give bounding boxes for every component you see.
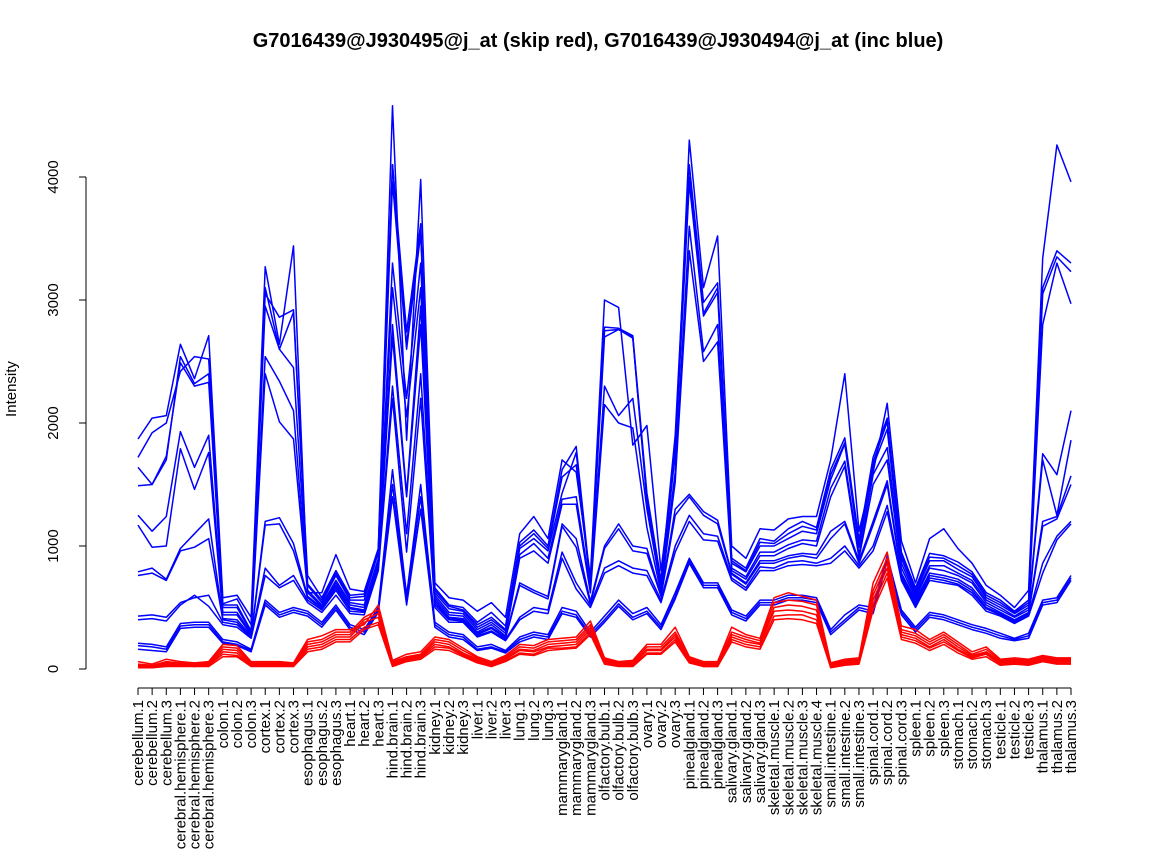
series-line-blue-4: [137, 181, 1072, 633]
series-line-blue-8: [137, 323, 1072, 640]
x-tick-label: cerebellum.2: [144, 700, 161, 786]
x-tick-label: olfactory.bulb.3: [625, 700, 642, 801]
x-tick-label: mammarygland.2: [568, 700, 585, 816]
x-tick-label: small.intestine.3: [851, 700, 868, 808]
x-tick-label: testicle.1: [992, 700, 1009, 759]
x-tick-label: esophagus.1: [300, 700, 317, 786]
series-line-blue-10: [137, 397, 1072, 642]
x-tick-label: salivary.gland.3: [752, 700, 769, 803]
series-layer: [137, 104, 1072, 669]
series-line-blue-3: [137, 163, 1072, 632]
axes: 01000200030004000cerebellum.1cerebellum.…: [45, 160, 1080, 849]
x-tick-label: cortex.1: [257, 700, 274, 753]
series-line-blue-13: [137, 496, 1072, 654]
x-tick-label: cerebellum.3: [158, 700, 175, 786]
x-tick-label: cortex.3: [286, 700, 303, 753]
x-tick-label: testicle.2: [1006, 700, 1023, 759]
x-tick-label: mammarygland.3: [582, 700, 599, 816]
x-tick-label: skeletal.muscle.2: [780, 700, 797, 815]
x-tick-label: hind.brain.1: [384, 700, 401, 778]
x-tick-label: spleen.1: [908, 700, 925, 757]
x-tick-label: esophagus.2: [314, 700, 331, 786]
x-tick-label: cerebellum.1: [130, 700, 147, 786]
series-line-blue-7: [137, 305, 1072, 638]
x-tick-label: thalamus.2: [1049, 700, 1066, 773]
x-tick-label: liver.1: [469, 700, 486, 739]
x-tick-label: ovary.1: [639, 700, 656, 748]
x-tick-label: heart.3: [370, 700, 387, 747]
x-tick-label: cerebral.hemisphere.3: [201, 700, 218, 849]
x-tick-label: spleen.3: [936, 700, 953, 757]
x-tick-label: liver.2: [483, 700, 500, 739]
series-line-blue-1: [137, 104, 1072, 619]
x-tick-label: cerebral.hemisphere.1: [172, 700, 189, 849]
y-tick-label: 2000: [45, 406, 62, 439]
x-tick-label: small.intestine.2: [837, 700, 854, 808]
x-tick-label: pinealgland.3: [710, 700, 727, 789]
x-tick-label: ovary.2: [653, 700, 670, 748]
x-tick-label: salivary.gland.2: [738, 700, 755, 803]
chart-title: G7016439@J930495@j_at (skip red), G70164…: [252, 30, 944, 52]
x-tick-label: cerebral.hemisphere.2: [187, 700, 204, 849]
y-tick-label: 4000: [45, 160, 62, 193]
x-tick-label: skeletal.muscle.4: [809, 700, 826, 815]
x-tick-label: testicle.3: [1021, 700, 1038, 759]
x-tick-label: hind.brain.2: [399, 700, 416, 778]
x-tick-label: spinal.cord.2: [879, 700, 896, 785]
y-axis-label: Intensity: [3, 361, 20, 417]
x-tick-label: kidney.2: [441, 700, 458, 755]
x-tick-label: small.intestine.1: [823, 700, 840, 808]
x-tick-label: colon.3: [243, 700, 260, 748]
x-tick-label: pinealgland.1: [681, 700, 698, 789]
x-tick-label: heart.2: [356, 700, 373, 747]
x-tick-label: salivary.gland.1: [724, 700, 741, 803]
x-tick-label: kidney.3: [455, 700, 472, 755]
x-tick-label: kidney.1: [427, 700, 444, 755]
x-tick-label: pinealgland.2: [695, 700, 712, 789]
series-line-blue-5: [137, 225, 1072, 635]
y-tick-label: 3000: [45, 283, 62, 316]
series-line-blue-11: [137, 468, 1072, 652]
y-tick-label: 0: [45, 665, 62, 673]
series-line-red-19: [138, 577, 1071, 669]
x-tick-label: thalamus.1: [1035, 700, 1052, 773]
x-tick-label: liver.3: [498, 700, 515, 739]
x-tick-label: esophagus.3: [328, 700, 345, 786]
x-tick-label: colon.2: [229, 700, 246, 748]
series-line-blue-9: [137, 373, 1072, 641]
x-tick-label: hind.brain.3: [413, 700, 430, 778]
y-tick-label: 1000: [45, 529, 62, 562]
x-tick-label: ovary.3: [667, 700, 684, 748]
x-tick-label: skeletal.muscle.3: [794, 700, 811, 815]
x-tick-label: lung.2: [526, 700, 543, 741]
x-tick-label: olfactory.bulb.1: [597, 700, 614, 801]
x-tick-label: spleen.2: [922, 700, 939, 757]
x-tick-label: olfactory.bulb.2: [611, 700, 628, 801]
x-tick-label: stomach.3: [978, 700, 995, 769]
series-line-blue-6: [137, 250, 1072, 637]
x-tick-label: lung.3: [540, 700, 557, 741]
x-tick-label: spinal.cord.1: [865, 700, 882, 785]
x-tick-label: skeletal.muscle.1: [766, 700, 783, 815]
x-tick-label: heart.1: [342, 700, 359, 747]
x-tick-label: spinal.cord.3: [893, 700, 910, 785]
series-line-blue-2: [137, 163, 1072, 627]
x-tick-label: stomach.2: [964, 700, 981, 769]
x-tick-label: thalamus.3: [1063, 700, 1080, 773]
x-tick-label: stomach.1: [950, 700, 967, 769]
x-tick-label: mammarygland.1: [554, 700, 571, 816]
x-tick-label: cortex.2: [271, 700, 288, 753]
x-tick-label: lung.1: [512, 700, 529, 741]
x-tick-label: colon.1: [215, 700, 232, 748]
